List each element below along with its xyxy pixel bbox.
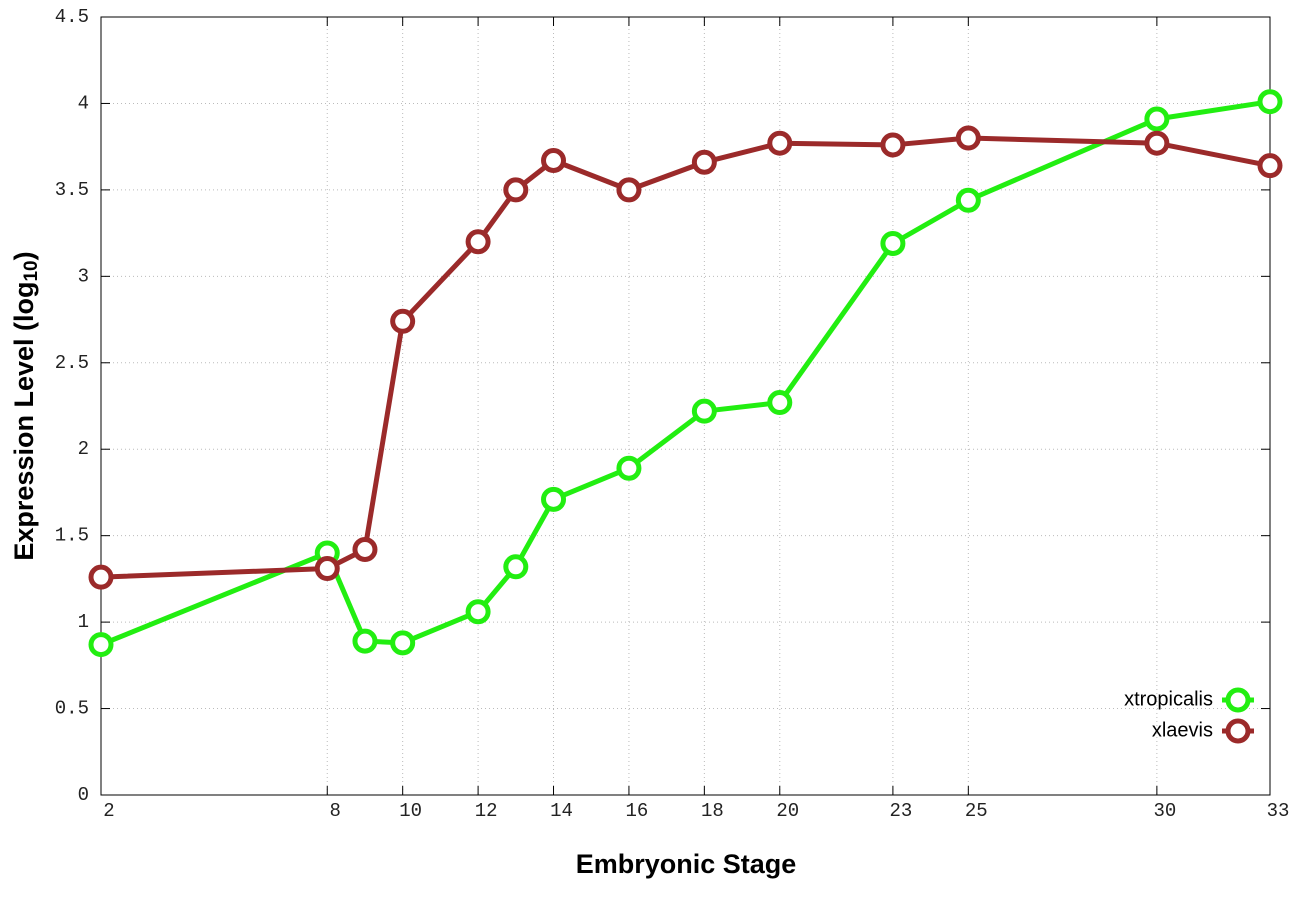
legend-marker [1225,718,1251,744]
x-tick-label: 18 [701,800,724,822]
data-point [616,455,642,481]
legend-label: xlaevis [1152,719,1213,741]
data-point [390,630,416,656]
data-point [880,230,906,256]
y-tick-label: 1.5 [55,525,89,547]
x-tick-label: 16 [626,800,649,822]
y-tick-label: 2.5 [55,352,89,374]
series-line [100,99,1271,647]
data-point [691,398,717,424]
x-tick-label: 10 [399,800,422,822]
plot-frame [100,16,1271,796]
data-point [1144,106,1170,132]
legend-label: xtropicalis [1124,688,1213,710]
x-tick-label: 2 [103,800,114,822]
data-point [691,149,717,175]
data-point [390,308,416,334]
data-point [767,390,793,416]
data-point [1144,130,1170,156]
y-axis-label-main: Expression Level (log [9,282,39,561]
data-point [352,628,378,654]
data-point [465,229,491,255]
y-tick-label: 2 [78,438,89,460]
x-tick-label: 8 [330,800,341,822]
y-axis-label-sub: 10 [21,260,42,281]
x-tick-label: 23 [889,800,912,822]
x-tick-label: 14 [550,800,573,822]
x-tick-label: 33 [1267,800,1290,822]
x-tick-label: 12 [475,800,498,822]
data-point [503,554,529,580]
y-axis-label: Expression Level (log10) [9,251,42,560]
y-tick-label: 3 [78,265,89,287]
data-point [541,147,567,173]
y-tick-label: 4.5 [55,6,89,28]
data-point [1257,89,1283,115]
y-axis-label-end: ) [9,251,39,260]
legend-marker [1225,687,1251,713]
data-point [1257,153,1283,179]
y-tick-label: 3.5 [55,179,89,201]
data-point [616,177,642,203]
x-axis-label: Embryonic Stage [576,849,797,879]
data-point [88,632,114,658]
x-tick-label: 30 [1153,800,1176,822]
data-point [465,599,491,625]
data-point [503,177,529,203]
data-point [955,187,981,213]
y-tick-label: 0.5 [55,698,89,720]
x-tick-label: 20 [776,800,799,822]
y-tick-label: 4 [78,92,89,114]
y-tick-label: 0 [78,784,89,806]
data-point [88,564,114,590]
data-point [314,556,340,582]
y-tick-label: 1 [78,611,89,633]
data-point [955,125,981,151]
data-point [352,536,378,562]
series-line [100,135,1271,580]
data-point [767,130,793,156]
data-point [541,486,567,512]
data-point [880,132,906,158]
x-tick-label: 25 [965,800,988,822]
